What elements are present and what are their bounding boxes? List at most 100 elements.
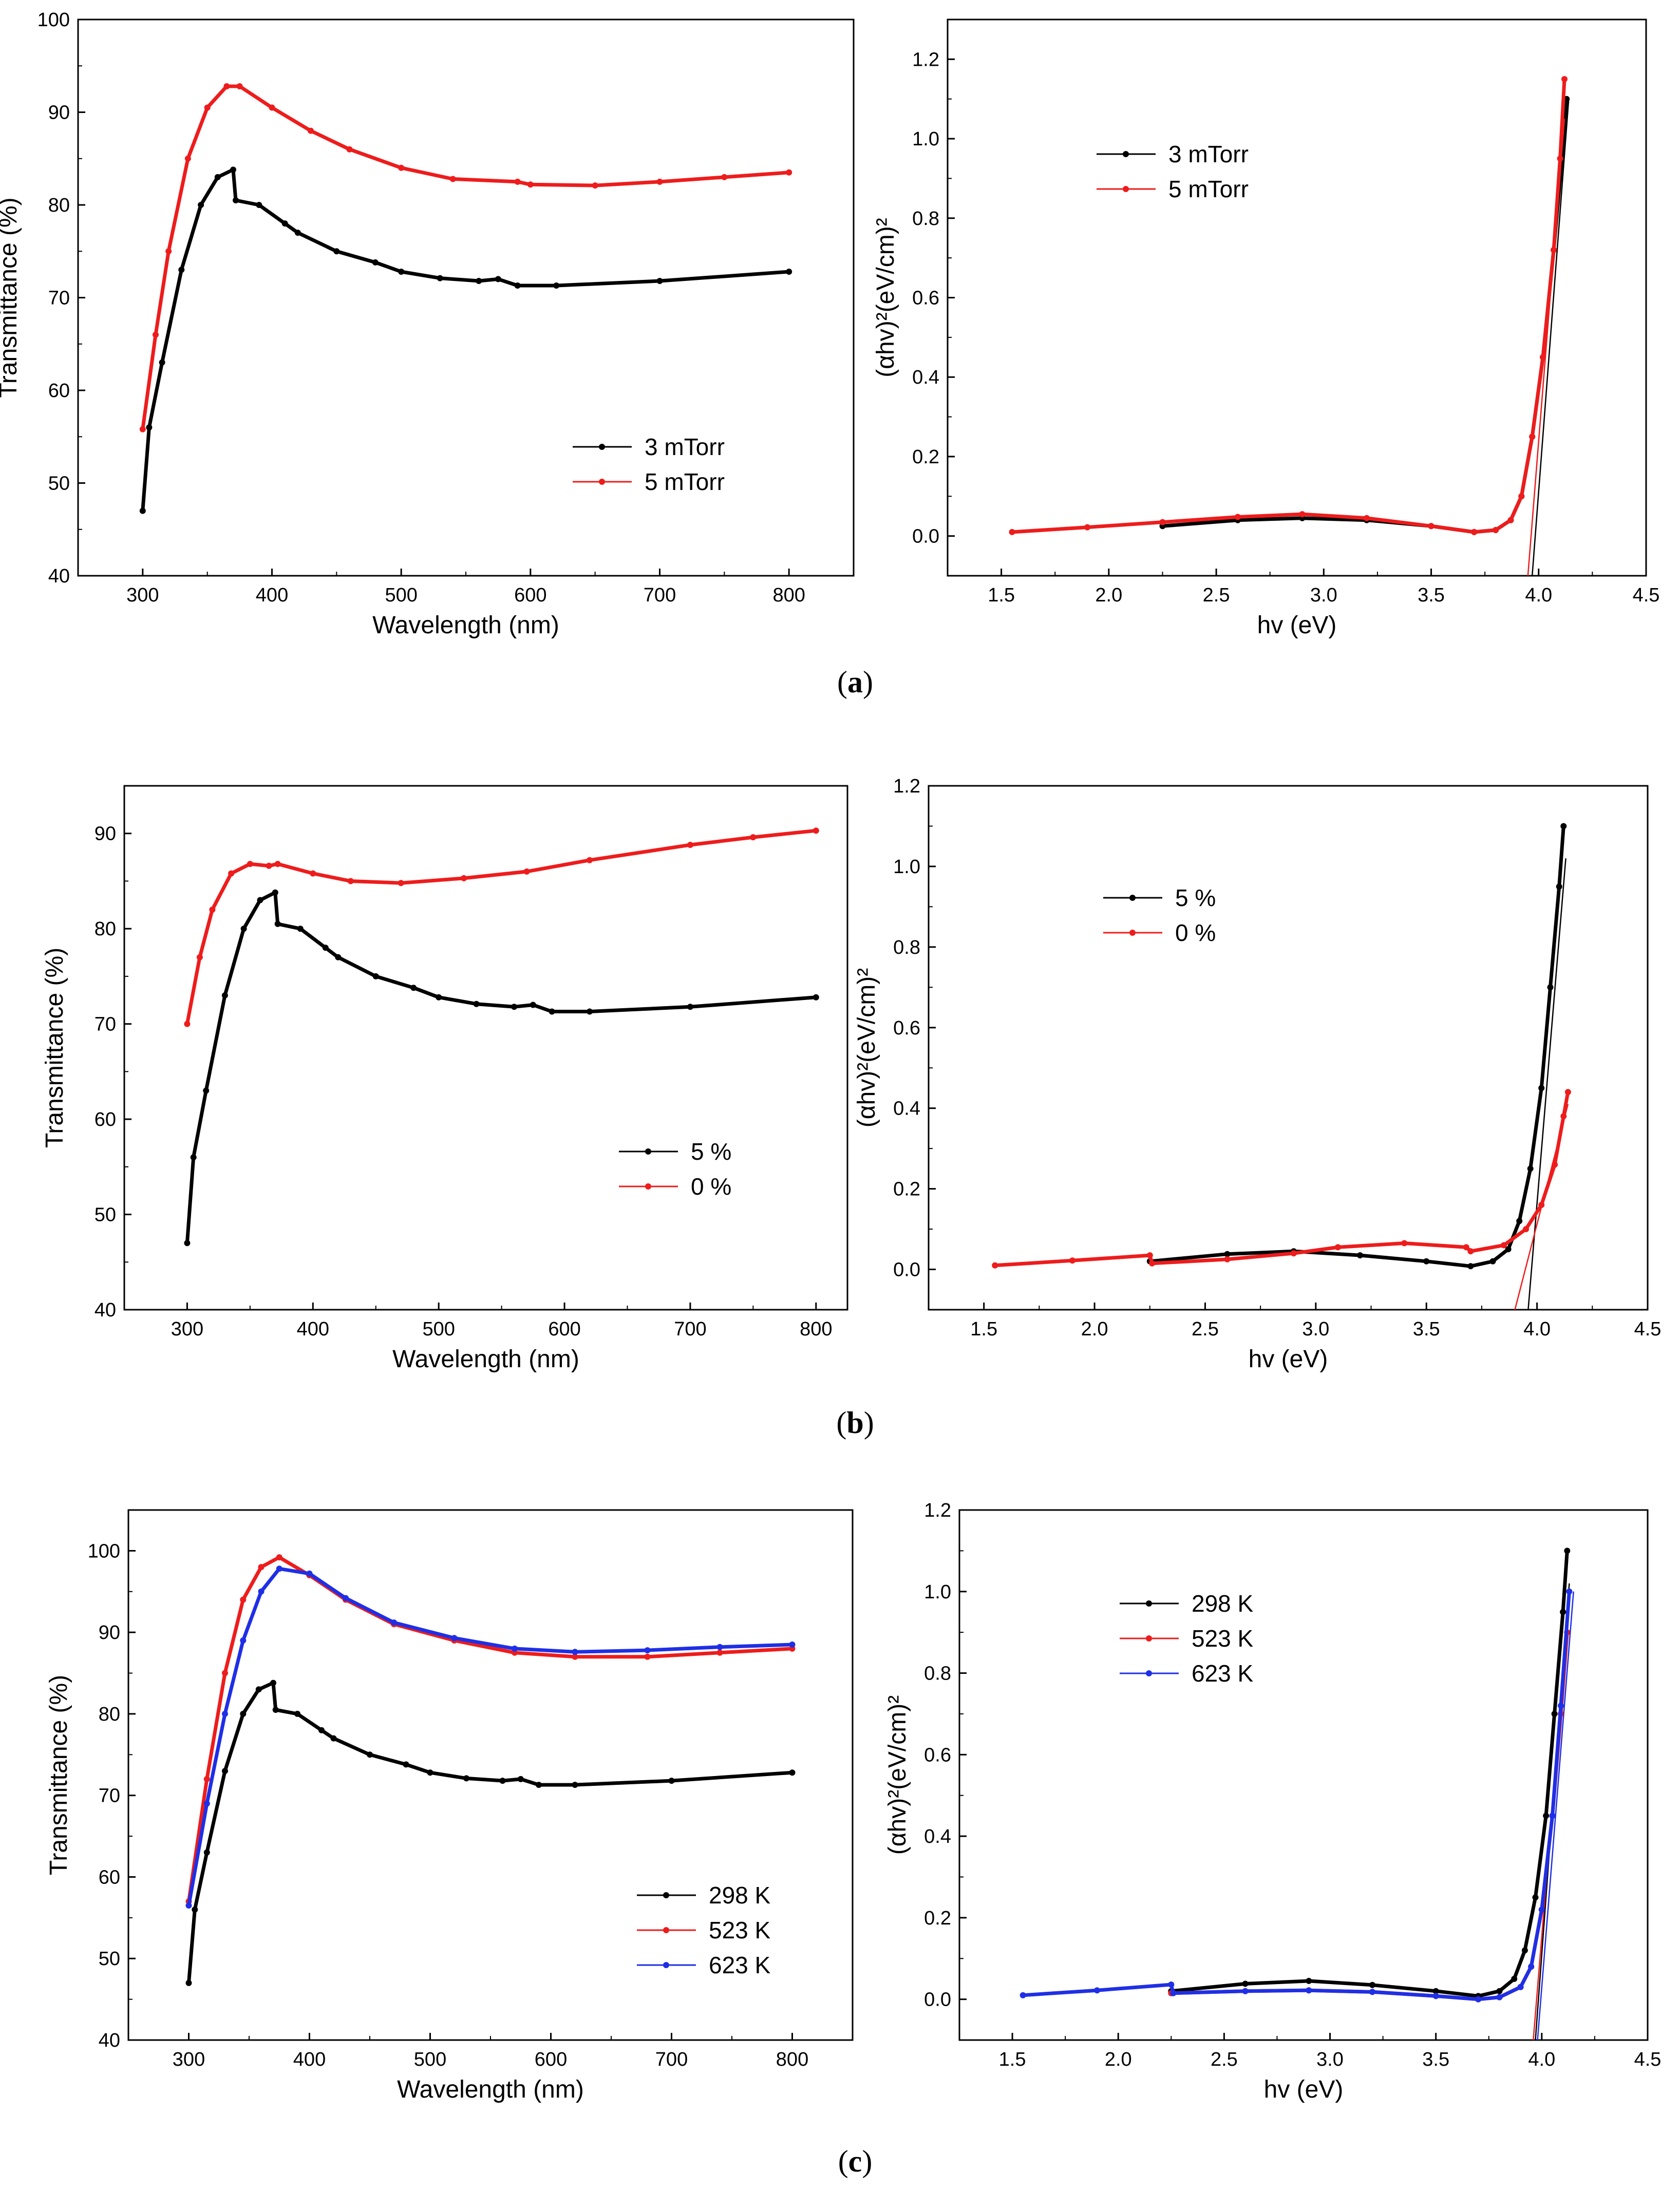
legend-label: 3 mTorr [1168, 141, 1249, 167]
plot-frame [123, 785, 848, 1311]
data-point [1334, 1244, 1341, 1251]
data-point [587, 857, 593, 863]
data-point [335, 954, 342, 960]
x-axis-label: Wavelength (nm) [392, 1346, 579, 1373]
data-point [272, 889, 278, 896]
data-point [330, 1735, 337, 1742]
y-tick-label: 0.6 [912, 288, 939, 309]
x-axis-label: hv (eV) [1257, 612, 1337, 639]
data-point [750, 834, 757, 841]
y-axis-label: (αhv)²(eV/cm)² [872, 218, 899, 377]
series-line [1012, 79, 1566, 534]
x-tick-label: 500 [422, 1318, 455, 1340]
legend-label: 298 K [709, 1882, 771, 1909]
data-point [240, 1596, 247, 1603]
data-point [297, 926, 304, 932]
x-tick-label: 2.0 [1095, 584, 1122, 606]
series-group [1020, 1548, 1574, 2040]
data-point [1517, 1984, 1524, 1990]
x-tick-label: 600 [548, 1318, 580, 1340]
data-point [347, 878, 354, 884]
y-tick-label: 70 [48, 288, 70, 309]
legend-label: 3 mTorr [645, 433, 725, 460]
y-tick-label: 0.4 [912, 367, 939, 388]
x-axis-label: hv (eV) [1249, 1346, 1328, 1373]
data-point [1560, 1609, 1566, 1615]
legend-label: 623 K [1192, 1660, 1254, 1687]
data-point [1538, 1085, 1545, 1091]
fit-line [1514, 1104, 1569, 1310]
legend-marker [663, 1962, 669, 1968]
data-point [1094, 1987, 1100, 1994]
x-tick-label: 3.0 [1316, 2049, 1344, 2070]
series-group [1009, 76, 1570, 576]
legend-label: 298 K [1192, 1590, 1254, 1617]
data-point [572, 1649, 578, 1655]
y-tick-label: 0.6 [924, 1744, 951, 1766]
chart-b-trans: 300 400 500 600 700 800 40 50 60 70 80 90 Wavelength… [41, 785, 848, 1373]
data-point [572, 1653, 578, 1660]
data-point [1511, 1975, 1518, 1982]
legend-marker [1129, 895, 1136, 901]
data-point [222, 1710, 228, 1717]
y-tick-label: 60 [48, 380, 70, 402]
data-point [333, 248, 340, 255]
data-point [228, 870, 235, 877]
data-point [256, 202, 262, 208]
series-group [992, 823, 1571, 1310]
y-tick-label: 0.2 [912, 446, 939, 468]
y-tick-label: 0.4 [893, 1098, 920, 1120]
series-group [139, 83, 792, 514]
data-point [463, 1775, 469, 1782]
x-tick-label: 500 [414, 2049, 446, 2070]
panel-caption-b: (b) [836, 1406, 874, 1440]
data-point [451, 1635, 458, 1641]
data-point [786, 269, 792, 275]
y-tick-label: 1.0 [924, 1581, 951, 1603]
data-point [1549, 1813, 1556, 1819]
x-tick-label: 800 [800, 1318, 832, 1340]
data-point [209, 907, 216, 913]
data-point [813, 994, 819, 1001]
data-point [1149, 1260, 1156, 1267]
data-point [274, 861, 281, 867]
data-point [269, 104, 275, 111]
data-point [1496, 1988, 1503, 1994]
y-tick-label: 60 [95, 1109, 116, 1130]
data-point [1496, 1994, 1503, 2001]
data-point [1547, 984, 1554, 991]
data-point [153, 331, 159, 338]
data-point [367, 1751, 373, 1758]
legend-label: 623 K [709, 1952, 771, 1978]
data-point [1224, 1256, 1231, 1262]
legend-label: 5 % [691, 1138, 731, 1165]
y-tick-label: 70 [95, 1014, 116, 1035]
data-point [587, 1008, 593, 1015]
series-line [187, 1681, 792, 1984]
data-point [398, 880, 404, 886]
caption-paren-open: ( [837, 665, 847, 699]
data-point [204, 104, 211, 111]
data-point [221, 992, 228, 998]
data-point [398, 164, 405, 171]
data-point [1146, 1252, 1153, 1259]
data-point [656, 178, 663, 185]
legend-marker [1123, 186, 1129, 192]
x-tick-label: 2.5 [1211, 2049, 1238, 2070]
data-point [1528, 1964, 1535, 1970]
data-point [1475, 1996, 1482, 2003]
data-point [1299, 511, 1306, 518]
x-tick-label: 500 [385, 584, 417, 606]
legend-marker [645, 1183, 651, 1190]
y-tick-label: 1.2 [893, 776, 920, 797]
data-point [536, 1782, 542, 1788]
data-point [165, 248, 172, 255]
y-axis-label: Transmittance (%) [45, 1675, 72, 1875]
data-point [222, 1768, 228, 1775]
x-tick-label: 300 [126, 584, 159, 606]
panel-caption-c: (c) [838, 2144, 873, 2178]
x-tick-label: 2.5 [1192, 1318, 1219, 1340]
y-tick-label: 90 [99, 1622, 120, 1644]
caption-letter: c [848, 2144, 862, 2178]
y-tick-label: 40 [48, 565, 70, 587]
